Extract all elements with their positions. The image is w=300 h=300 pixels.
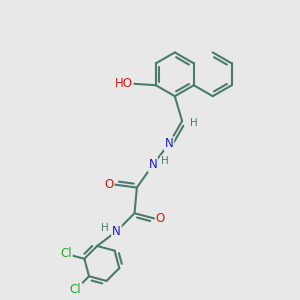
Text: Cl: Cl <box>70 283 81 296</box>
Text: H: H <box>100 224 108 233</box>
Text: N: N <box>165 137 173 150</box>
Text: O: O <box>156 212 165 225</box>
Text: HO: HO <box>115 77 133 90</box>
Text: O: O <box>104 178 113 191</box>
Text: H: H <box>190 118 198 128</box>
Text: Cl: Cl <box>60 248 72 260</box>
Text: H: H <box>161 156 169 166</box>
Text: N: N <box>112 225 121 238</box>
Text: N: N <box>148 158 157 171</box>
